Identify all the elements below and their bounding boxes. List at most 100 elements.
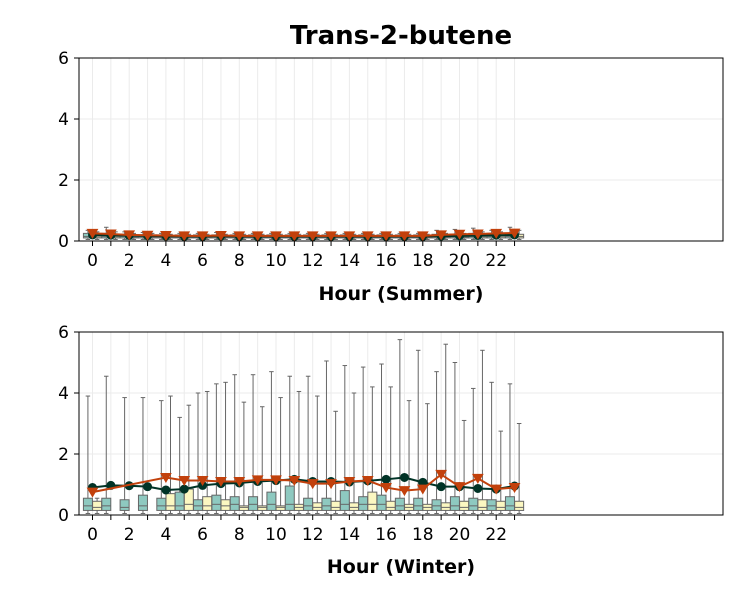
x-tick-label: 18 <box>412 251 434 271</box>
series-point <box>251 231 264 242</box>
series-point <box>270 231 282 242</box>
x-tick-label: 12 <box>302 251 324 271</box>
box-body <box>174 491 185 511</box>
y-tick-label: 0 <box>58 232 69 252</box>
x-tick-label: 20 <box>449 525 471 545</box>
box-body <box>238 505 249 511</box>
series-point <box>86 487 99 498</box>
series-point <box>435 230 448 241</box>
series-point <box>215 231 227 241</box>
series-point <box>435 469 448 480</box>
panel-summer: 0 2 4 6 0 2 4 6 8 10 12 14 16 18 20 22 Hour (Summer) <box>58 49 724 305</box>
series-point <box>143 482 153 492</box>
panel-summer-frame <box>78 57 724 242</box>
box-body <box>367 491 378 511</box>
x-tick-label: 22 <box>485 251 507 271</box>
series-point <box>416 231 429 242</box>
series-point <box>325 231 337 242</box>
box-body <box>220 499 231 511</box>
series-point <box>215 476 227 487</box>
series-point <box>361 231 374 242</box>
series-point <box>361 476 374 487</box>
series-point <box>123 230 136 241</box>
x-tick-label: 22 <box>485 525 507 545</box>
box-body <box>440 502 451 511</box>
series-point <box>471 473 484 484</box>
series-point <box>343 476 356 487</box>
panel-summer-lines <box>86 228 521 242</box>
series-point <box>160 231 172 241</box>
panel-summer-background <box>79 58 723 241</box>
y-tick-label: 4 <box>58 110 69 130</box>
series-point <box>196 231 209 242</box>
series-point <box>343 231 356 242</box>
box-body <box>202 496 213 511</box>
series-point <box>288 476 301 487</box>
box-body <box>165 493 176 511</box>
panel-summer-ticks: 0 2 4 6 0 2 4 6 8 10 12 14 16 18 20 22 <box>58 49 516 271</box>
series-point <box>306 231 319 242</box>
box-body <box>101 497 112 511</box>
x-tick-label: 6 <box>197 251 208 271</box>
box-body <box>330 500 341 511</box>
series-point <box>490 484 503 495</box>
series-point <box>453 229 466 240</box>
x-tick-label: 12 <box>302 525 324 545</box>
series-point <box>508 228 521 239</box>
box-body <box>312 502 323 511</box>
panel-winter-ticks: 0 2 4 6 0 2 4 6 8 10 12 14 16 18 20 22 <box>58 323 516 545</box>
x-tick-label: 0 <box>87 525 98 545</box>
box-body <box>385 500 396 511</box>
series-point <box>436 482 446 492</box>
series-point <box>380 231 392 242</box>
series-point <box>473 483 483 493</box>
box-body <box>156 497 167 511</box>
box-body <box>193 499 204 511</box>
box-body <box>468 497 479 511</box>
box-body <box>514 500 525 511</box>
box-body <box>92 500 103 511</box>
series-point <box>270 475 282 486</box>
x-tick-label: 20 <box>449 251 471 271</box>
x-tick-label: 8 <box>234 525 245 545</box>
chart-title: Trans-2-butene <box>290 21 512 51</box>
series-point <box>233 476 246 487</box>
box-body <box>248 496 259 511</box>
panel-summer-xlabel: Hour (Summer) <box>319 283 484 305</box>
box-body <box>284 485 295 511</box>
y-tick-label: 6 <box>58 323 69 343</box>
panel-winter-xlabel: Hour (Winter) <box>327 556 475 578</box>
x-tick-label: 14 <box>339 251 361 271</box>
series-point <box>453 482 466 493</box>
x-tick-label: 16 <box>375 251 397 271</box>
x-tick-label: 14 <box>339 525 361 545</box>
panel-winter-boxes <box>82 485 525 511</box>
series-point <box>161 485 171 495</box>
x-tick-label: 2 <box>124 525 135 545</box>
y-tick-label: 6 <box>58 49 69 69</box>
box-body <box>266 491 277 511</box>
y-tick-label: 2 <box>58 171 69 191</box>
series-point <box>380 483 392 494</box>
series-point <box>471 229 484 240</box>
x-tick-label: 10 <box>265 251 287 271</box>
box-body <box>495 500 506 511</box>
x-tick-label: 18 <box>412 525 434 545</box>
x-tick-label: 6 <box>197 525 208 545</box>
series-point <box>398 486 411 497</box>
box-body <box>449 496 460 511</box>
series-point <box>233 231 246 242</box>
x-tick-label: 2 <box>124 251 135 271</box>
series-point <box>399 472 409 482</box>
box-body <box>348 502 359 511</box>
box-body <box>119 499 130 511</box>
series-point <box>86 228 99 239</box>
x-tick-label: 0 <box>87 251 98 271</box>
series-point <box>381 474 391 484</box>
box-body <box>504 496 515 511</box>
box-body <box>339 490 350 511</box>
box-body <box>477 499 488 511</box>
box-body <box>229 496 240 511</box>
box-body <box>486 499 497 511</box>
box-body <box>257 505 268 511</box>
